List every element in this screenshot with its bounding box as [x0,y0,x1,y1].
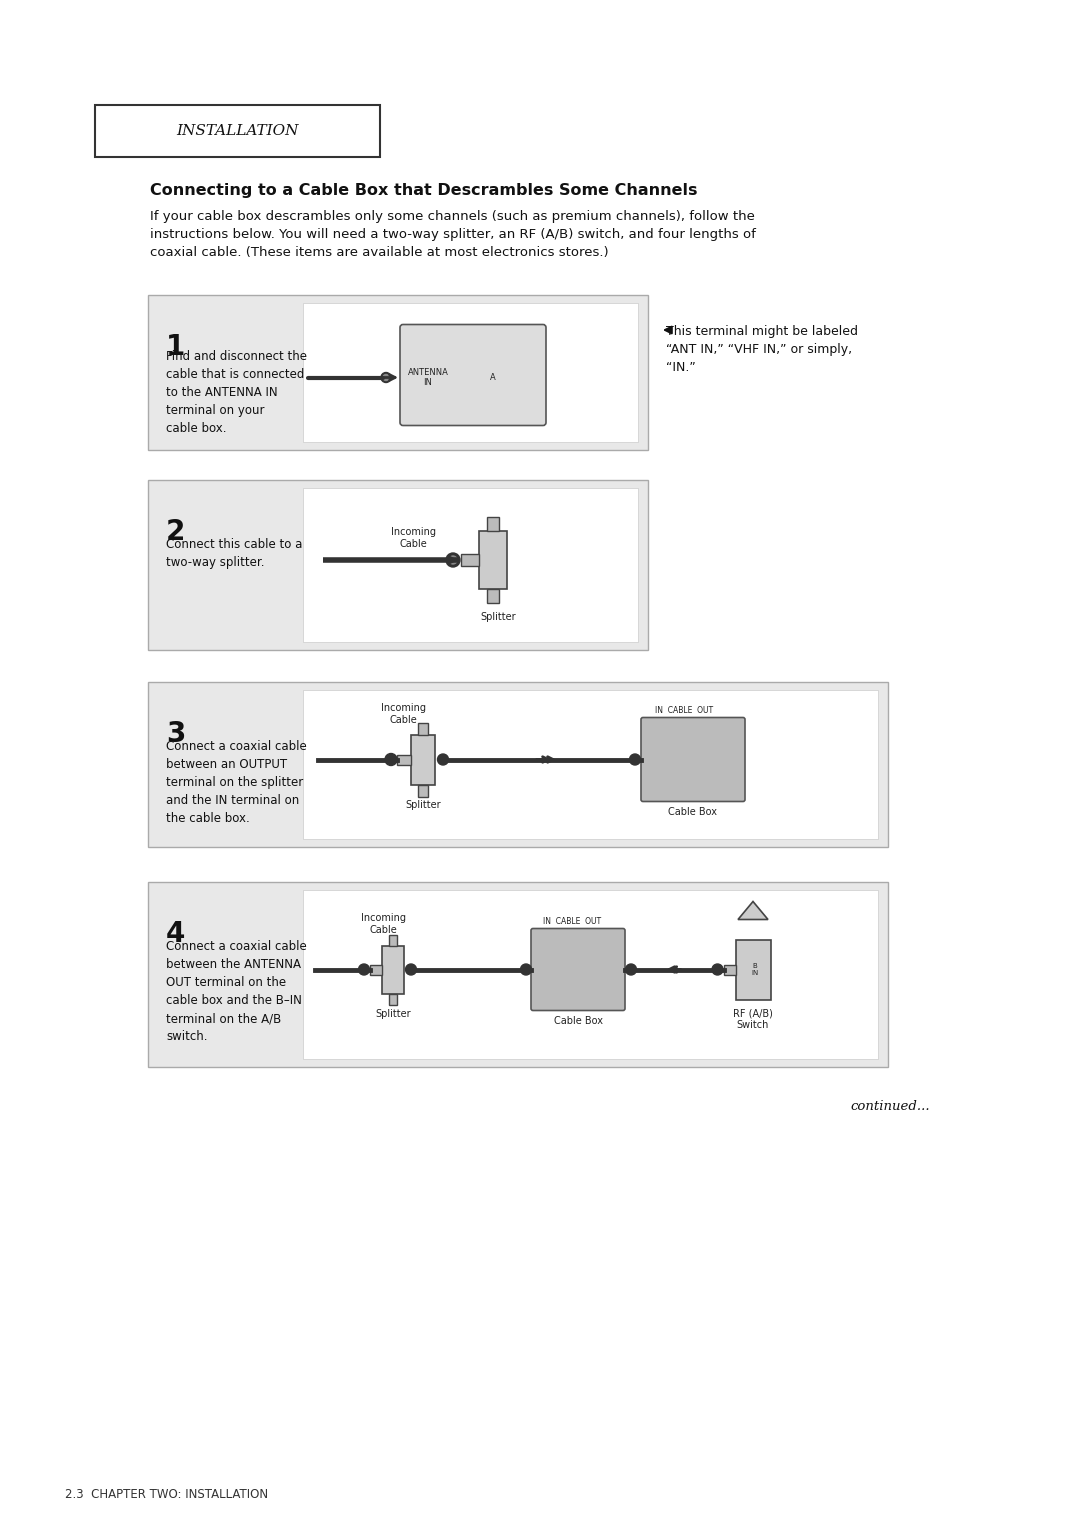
Text: INSTALLATION: INSTALLATION [176,124,299,138]
FancyBboxPatch shape [400,324,546,425]
Text: continued...: continued... [850,1100,930,1112]
Bar [480,532,507,588]
Text: Connect a coaxial cable
between the ANTENNA
OUT terminal on the
cable box and th: Connect a coaxial cable between the ANTE… [166,940,307,1044]
Text: Splitter: Splitter [405,799,441,810]
Bar [389,993,397,1004]
Circle shape [383,374,389,380]
Text: This terminal might be labeled
“ANT IN,” “VHF IN,” or simply,
“IN.”: This terminal might be labeled “ANT IN,”… [666,325,858,374]
Text: Connect a coaxial cable
between an OUTPUT
terminal on the splitter
and the IN te: Connect a coaxial cable between an OUTPU… [166,740,307,825]
Circle shape [521,964,531,975]
Bar [303,487,638,642]
Text: Connect this cable to a
two-way splitter.: Connect this cable to a two-way splitter… [166,538,302,568]
Circle shape [384,753,397,766]
Text: Incoming
Cable: Incoming Cable [361,912,405,935]
Text: A: A [490,373,496,382]
Text: ANTENNA
IN: ANTENNA IN [407,368,448,387]
FancyBboxPatch shape [642,718,745,802]
Text: Incoming
Cable: Incoming Cable [391,527,435,549]
Bar [148,480,648,649]
Text: 1: 1 [166,333,186,361]
Bar [397,755,411,764]
Bar [382,946,404,993]
Text: B
IN: B IN [752,963,758,976]
Circle shape [381,373,391,382]
Text: Cable Box: Cable Box [669,807,717,816]
Bar [148,295,648,451]
Text: Splitter: Splitter [375,1008,410,1019]
Circle shape [446,553,460,567]
Text: RF (A/B)
Switch: RF (A/B) Switch [733,1008,773,1030]
Text: 2: 2 [166,518,186,545]
Text: Connecting to a Cable Box that Descrambles Some Channels: Connecting to a Cable Box that Descrambl… [150,183,698,199]
Bar [389,935,397,946]
Bar [303,691,878,839]
Circle shape [630,753,640,766]
Text: IN  CABLE  OUT: IN CABLE OUT [543,917,602,926]
Circle shape [712,964,723,975]
FancyBboxPatch shape [531,929,625,1010]
Text: Find and disconnect the
cable that is connected
to the ANTENNA IN
terminal on yo: Find and disconnect the cable that is co… [166,350,307,435]
Bar [148,681,888,847]
Bar [303,303,638,442]
Bar [724,964,735,975]
Bar [303,889,878,1059]
Polygon shape [738,902,768,920]
Bar [418,784,428,796]
Text: Incoming
Cable: Incoming Cable [380,703,426,724]
Circle shape [437,753,448,766]
FancyBboxPatch shape [95,105,380,157]
Text: IN  CABLE  OUT: IN CABLE OUT [654,706,713,715]
Text: 4: 4 [166,920,186,947]
Text: Splitter: Splitter [481,613,516,622]
Bar [487,588,499,604]
Circle shape [625,964,636,975]
Circle shape [449,556,457,564]
Bar [418,723,428,735]
Text: 2.3  CHAPTER TWO: INSTALLATION: 2.3 CHAPTER TWO: INSTALLATION [65,1488,268,1500]
Bar [370,964,382,975]
Bar [411,735,435,784]
Bar [148,882,888,1067]
Circle shape [405,964,417,975]
Bar [487,516,499,532]
Text: If your cable box descrambles only some channels (such as premium channels), fol: If your cable box descrambles only some … [150,209,756,260]
Text: 3: 3 [166,720,186,749]
Circle shape [359,964,369,975]
Text: Cable Box: Cable Box [554,1016,603,1025]
Bar [461,555,480,565]
Bar [735,940,770,999]
